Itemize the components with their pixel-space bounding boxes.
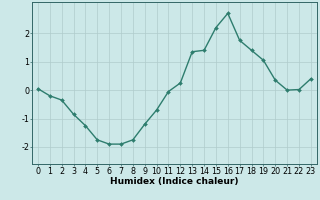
X-axis label: Humidex (Indice chaleur): Humidex (Indice chaleur) (110, 177, 239, 186)
